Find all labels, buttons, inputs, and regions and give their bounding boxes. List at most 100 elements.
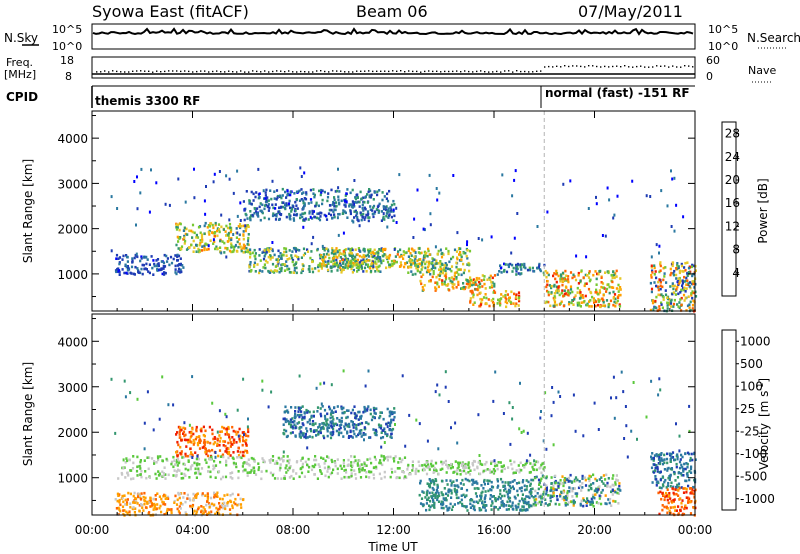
power-cell [441, 279, 444, 282]
power-cell [118, 270, 121, 274]
power-cell [155, 181, 158, 185]
power-cell [425, 270, 429, 274]
power-cell [463, 268, 466, 272]
power-cell [380, 219, 383, 222]
power-cell [458, 268, 461, 271]
velocity-cell [287, 419, 290, 423]
freq-label-line1: Freq. [6, 56, 33, 69]
velocity-cell [228, 450, 231, 454]
power-cell [447, 249, 450, 253]
power-cell [377, 211, 380, 214]
velocity-cell [261, 388, 264, 392]
power-cell [462, 271, 465, 275]
velocity-cell [665, 486, 668, 489]
power-cell [519, 263, 522, 266]
power-cell [308, 212, 311, 215]
power-cell [452, 277, 455, 281]
velocity-cell [193, 441, 196, 444]
velocity-cell [430, 481, 433, 485]
power-cell [135, 252, 138, 256]
velocity-cell [303, 435, 306, 439]
velocity-cell [528, 490, 531, 494]
power-cell [237, 245, 240, 249]
velocity-cell [231, 477, 234, 480]
velocity-cell [580, 499, 583, 503]
velocity-cell [229, 454, 232, 457]
power-cell [147, 270, 150, 273]
power-cell [374, 260, 377, 264]
power-cell [675, 203, 678, 207]
nave-point [528, 71, 530, 73]
power-cell [504, 296, 507, 300]
power-cell [651, 299, 655, 302]
power-cell [366, 210, 370, 213]
velocity-cell [423, 468, 426, 472]
power-cell [445, 266, 448, 270]
velocity-cell [117, 506, 120, 510]
velocity-cell [380, 411, 383, 414]
velocity-cell [353, 405, 356, 408]
velocity-cell [224, 444, 227, 448]
velocity-cell [227, 425, 230, 429]
power-cell [650, 255, 653, 259]
velocity-cell [252, 466, 256, 470]
power-cell [561, 271, 565, 275]
power-cell [692, 299, 695, 303]
velocity-cell [425, 508, 428, 512]
velocity-cell [659, 470, 662, 474]
velocity-cell [663, 505, 666, 509]
velocity-cell [492, 399, 495, 403]
power-cell [130, 272, 133, 275]
velocity-cell [498, 506, 501, 509]
velocity-cell [164, 473, 167, 476]
nave-point [532, 71, 534, 73]
velocity-cell [286, 455, 289, 458]
power-cell [673, 298, 676, 302]
velocity-cell [687, 484, 690, 488]
velocity-cell [436, 498, 439, 502]
velocity-cell [261, 457, 264, 460]
power-cell [367, 265, 370, 268]
power-cell [557, 274, 560, 278]
power-cell [655, 243, 658, 247]
power-cell [413, 217, 416, 221]
velocity-cell [129, 492, 132, 496]
velocity-cell [467, 471, 470, 474]
velocity-cell [189, 504, 192, 508]
power-cell [139, 259, 142, 263]
velocity-cell [290, 474, 293, 478]
power-cell [377, 260, 380, 263]
power-cell [216, 234, 219, 238]
power-cell [388, 253, 392, 257]
power-cell [678, 281, 681, 284]
power-cell [515, 294, 518, 298]
velocity-cell [397, 461, 400, 464]
power-cell [498, 270, 501, 273]
velocity-cell [507, 495, 510, 499]
velocity-cell [137, 492, 140, 495]
velocity-cell [326, 428, 329, 431]
power-cell [347, 247, 350, 251]
velocity-cell [143, 447, 146, 451]
velocity-cell [204, 494, 207, 497]
power-cell [388, 257, 391, 260]
velocity-cell [330, 432, 333, 435]
velocity-cell [289, 425, 293, 429]
power-cell [464, 286, 467, 289]
velocity-cell [442, 502, 445, 506]
power-cell [371, 209, 374, 212]
power-cell [303, 218, 306, 221]
velocity-cell [308, 435, 311, 438]
velocity-cell [237, 503, 240, 506]
power-cell [373, 254, 376, 258]
power-cell [145, 262, 148, 266]
velocity-cell [430, 495, 433, 498]
power-cell [340, 199, 343, 203]
velocity-cell [220, 430, 223, 433]
velocity-cell [420, 497, 424, 500]
velocity-cell [658, 512, 661, 516]
power-cell [421, 286, 424, 289]
power-cell [273, 190, 276, 193]
velocity-cell [220, 477, 223, 481]
power-cell [595, 195, 597, 199]
